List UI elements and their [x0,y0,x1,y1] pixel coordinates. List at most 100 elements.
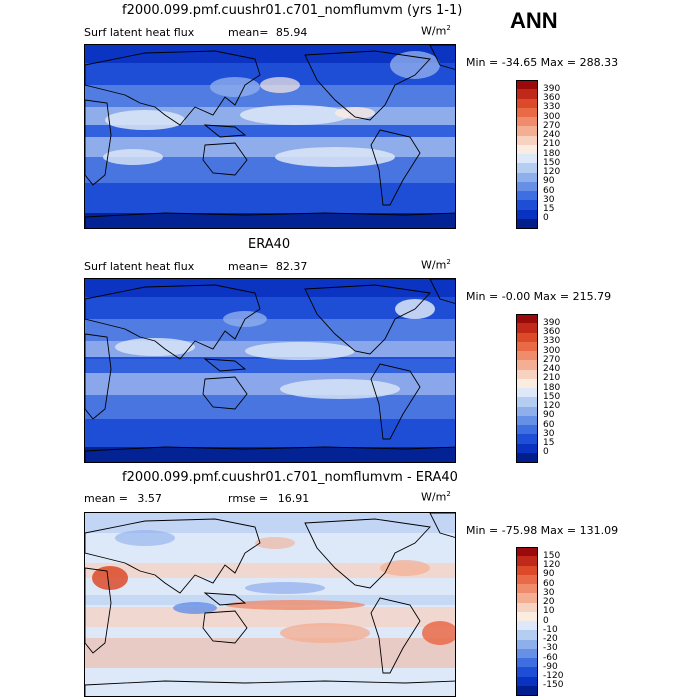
flux-blob [380,560,430,576]
north-america-outline [304,518,431,589]
colorbar-tick-label: 90 [543,410,555,421]
flux-blob [115,530,175,546]
colorbar-tick-label: 20 [543,597,555,607]
colorbar-difference: 150 120 90 60 30 20 10 0 -10 -20 -30 -60 -90 -120 -150 [516,547,576,696]
colorbar-tick-label: -30 [543,643,558,654]
latitude-band [85,373,455,395]
colorbar-tick-label: 390 [543,317,561,328]
colorbar-swatch [516,434,538,444]
colorbar-tick-label: 120 [543,167,561,177]
panel-2-mean: mean= 82.37 [228,260,307,273]
colorbar-swatch [516,181,538,192]
panel-1-units-exp: 2 [446,24,451,32]
south-america-outline [370,129,421,206]
colorbar-swatch [516,126,538,136]
flux-blob [260,77,300,93]
latitude-band [85,513,455,533]
colorbar-tick-label: 150 [543,157,561,168]
latitude-band [85,595,455,605]
panel-3-title: f2000.099.pmf.cuushr01.c701_nomflumvm - … [122,470,458,485]
colorbar-tick-label: 30 [543,194,555,205]
colorbar-tick-label: 30 [543,587,555,598]
north-america-outline [304,284,431,355]
colorbar-tick-label: 330 [543,336,561,347]
colorbar-swatch [516,135,538,146]
colorbar-swatch [516,425,538,435]
colorbar-swatch [516,676,538,687]
panel-1-mean: mean= 85.94 [228,26,307,39]
flux-blob [335,107,375,119]
panel-3-mean-value: 3.57 [137,492,162,505]
colorbar-tick-label: 210 [543,373,561,384]
colorbar-swatch [516,200,538,210]
panel-2-mean-value: 82.37 [275,260,308,273]
africa-outline [85,333,112,420]
colorbar-tick-label: 60 [543,578,555,589]
colorbar-model: 390 360 330 300 270 240 210 180 150 120 90 60 30 15 0 [516,80,576,229]
colorbar-swatch [516,80,538,90]
colorbar-swatch [516,621,538,631]
colorbar-swatch [516,89,538,99]
colorbar-era40: 390 360 330 300 270 240 210 180 150 120 90 60 30 15 0 [516,314,576,463]
indonesia-outline [203,124,247,138]
colorbar-swatch [516,574,538,585]
australia-outline [202,376,248,410]
north-america-outline [304,50,431,121]
colorbar-tick-label: 60 [543,185,555,196]
colorbar-tick-label: 60 [543,419,555,430]
colorbar-tick-label: 270 [543,120,561,131]
greenland-outline [429,279,455,304]
panel-1-title: f2000.099.pmf.cuushr01.c701_nomflumvm (y… [122,3,463,18]
colorbar-swatch [516,323,538,333]
greenland-outline [429,513,455,538]
greenland-outline [429,45,455,70]
latitude-band [85,395,455,419]
latitude-band [85,607,455,627]
colorbar-tick-label: 360 [543,327,561,337]
latitude-band [85,678,455,696]
panel-3-minmax: Min = -75.98 Max = 131.09 [466,524,619,537]
colorbar-swatch [516,107,538,118]
colorbar-tick-label: 210 [543,139,561,150]
latent-heat-map-difference [85,513,455,696]
colorbar-swatch [516,191,538,201]
latent-heat-map-model [85,45,455,228]
flux-blob [245,342,355,360]
colorbar-tick-label: -10 [543,624,558,635]
colorbar-swatch [516,117,538,127]
flux-blob [245,582,325,594]
colorbar-swatch [516,218,538,229]
colorbar-tick-label: 15 [543,438,555,448]
colorbar-swatch [516,685,538,696]
colorbar-swatch [516,611,538,622]
eurasia-outline [85,50,261,126]
panel-3-mean: mean = 3.57 [84,492,162,505]
panel-2-units-exp: 2 [446,258,451,266]
eurasia-outline [85,284,261,360]
colorbar-tick-label: -150 [543,680,564,691]
colorbar-swatch [516,667,538,677]
panel-2-units-base: W/m [421,258,447,272]
colorbar-swatch [516,547,538,557]
colorbar-swatch [516,397,538,407]
colorbar-swatch [516,314,538,324]
panel-2-mean-label: mean= [228,260,269,273]
panel-3-units-base: W/m [421,490,447,504]
colorbar-tick-label: 120 [543,401,561,411]
colorbar-swatch [516,163,538,173]
colorbar-swatch [516,630,538,640]
map-panel-difference [84,512,456,697]
colorbar-swatch [516,648,538,659]
colorbar-tick-label: 390 [543,83,561,94]
colorbar-tick-label: -120 [543,671,564,681]
colorbar-tick-label: 300 [543,345,561,356]
panel-2-units: W/m2 [421,258,451,272]
season-label: ANN [510,8,558,33]
colorbar-tick-label: 180 [543,148,561,159]
colorbar-tick-label: 150 [543,550,561,561]
antarctica-outline [85,680,455,696]
colorbar-tick-label: 90 [543,569,555,580]
colorbar-tick-label: 270 [543,354,561,365]
latitude-band [85,419,455,447]
indonesia-outline [203,358,247,372]
